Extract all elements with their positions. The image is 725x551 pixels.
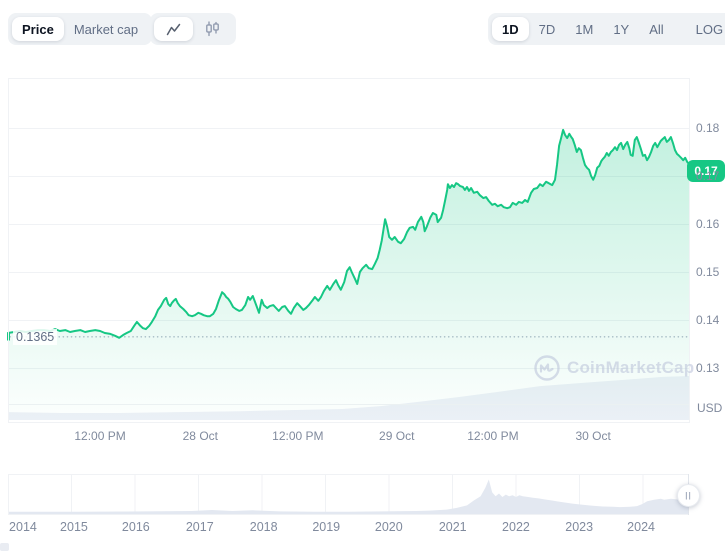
x-axis-time-label: 28 Oct: [182, 429, 218, 443]
minimap-year-label: 2021: [438, 520, 467, 534]
plot-border: [8, 78, 690, 423]
minimap-year-label: 2024: [627, 520, 655, 534]
price-tab[interactable]: Price: [12, 17, 64, 41]
range-1y-button[interactable]: 1Y: [613, 21, 630, 37]
y-axis-tick-label: 0.14: [696, 313, 720, 327]
y-axis-tick-label: 0.17: [696, 169, 720, 183]
x-axis-time-label: 30 Oct: [575, 429, 611, 443]
range-toggle: 1D 7D 1M 1Y All LOG: [488, 13, 725, 45]
range-1m-button[interactable]: 1M: [575, 21, 594, 37]
y-axis-tick-label: 0.16: [696, 217, 720, 231]
x-axis-time-label: 12:00 PM: [467, 429, 519, 443]
minimap-right-handle[interactable]: ||: [677, 484, 700, 507]
minimap-year-label: 2022: [502, 520, 530, 534]
minimap-year-label: 2016: [121, 520, 150, 534]
minimap-year-label: 2020: [374, 520, 403, 534]
price-chart-plot[interactable]: [0, 0, 725, 462]
y-axis-tick-label: 0.18: [696, 121, 720, 135]
candlestick-chart-tab[interactable]: [193, 17, 232, 41]
minimap-year-label: 2023: [565, 520, 594, 534]
x-axis-time-label: 12:00 PM: [74, 429, 126, 443]
chart-type-toggle: [150, 13, 236, 45]
minimap-year-label: 2019: [312, 520, 341, 534]
x-axis-time-label: 29 Oct: [379, 429, 415, 443]
clipped-corner-element: [0, 543, 9, 551]
range-1d-button[interactable]: 1D: [492, 17, 529, 41]
x-axis-time-label: 12:00 PM: [272, 429, 324, 443]
price-line-series: [7, 128, 691, 420]
range-all-button[interactable]: All: [649, 21, 664, 37]
minimap-year-label: 2014: [9, 520, 37, 534]
y-axis-unit-label: USD: [697, 401, 723, 415]
market-cap-tab[interactable]: Market cap: [73, 21, 139, 37]
range-7d-button[interactable]: 7D: [538, 21, 556, 37]
timeline-minimap[interactable]: [8, 474, 689, 516]
candlestick-icon: [206, 21, 219, 37]
log-scale-button[interactable]: LOG: [695, 21, 724, 37]
line-chart-icon: [166, 23, 181, 35]
y-axis-tick-label: 0.13: [696, 361, 720, 375]
current-price-badge: 0.17: [687, 160, 725, 182]
minimap-year-label: 2015: [60, 520, 88, 534]
minimap-year-label: 2018: [249, 520, 278, 534]
line-chart-tab[interactable]: [154, 17, 193, 41]
minimap-year-label: 2017: [185, 520, 214, 534]
metric-toggle: Price Market cap: [8, 13, 153, 45]
baseline-price-label: 0.1365: [13, 328, 58, 345]
y-axis-tick-label: 0.15: [696, 265, 720, 279]
